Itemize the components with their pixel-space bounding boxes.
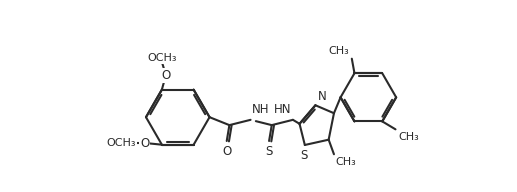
Text: CH₃: CH₃ (398, 132, 419, 142)
Text: S: S (265, 145, 273, 158)
Text: OCH₃: OCH₃ (147, 53, 177, 63)
Text: CH₃: CH₃ (328, 46, 349, 56)
Text: O: O (162, 69, 171, 82)
Text: O: O (140, 137, 149, 150)
Text: S: S (300, 149, 307, 162)
Text: N: N (318, 90, 327, 103)
Text: OCH₃: OCH₃ (107, 138, 136, 148)
Text: CH₃: CH₃ (335, 157, 356, 167)
Text: HN: HN (274, 103, 292, 116)
Text: NH: NH (252, 103, 269, 116)
Text: O: O (222, 145, 231, 158)
